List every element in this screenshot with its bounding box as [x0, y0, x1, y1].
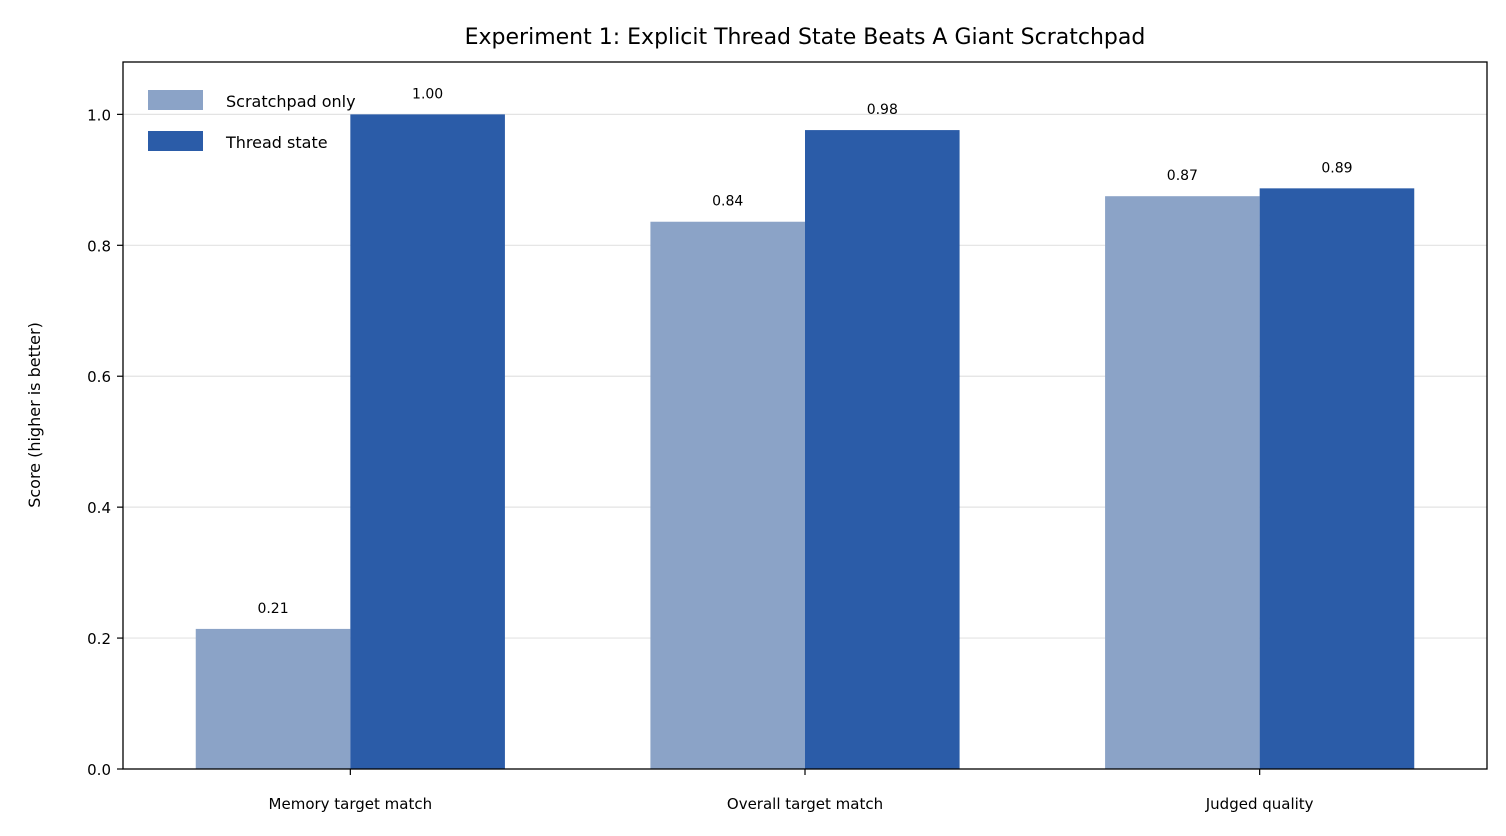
legend-swatch	[148, 131, 203, 151]
y-tick-label: 0.0	[87, 761, 111, 779]
y-tick-label: 1.0	[87, 106, 111, 124]
legend-swatch	[148, 90, 203, 110]
data-label: 0.89	[1321, 160, 1352, 176]
y-tick-label: 0.4	[87, 499, 111, 517]
bar-thread-state	[805, 130, 960, 769]
bar-thread-state	[350, 114, 505, 770]
x-tick-label: Memory target match	[269, 795, 433, 813]
chart-title: Experiment 1: Explicit Thread State Beat…	[465, 25, 1146, 50]
data-label: 1.00	[412, 86, 443, 102]
data-label: 0.87	[1167, 168, 1198, 184]
legend: Scratchpad only Thread state	[148, 90, 356, 152]
bar-scratchpad	[1105, 196, 1260, 769]
legend-label: Thread state	[225, 133, 328, 152]
y-axis-label: Score (higher is better)	[25, 322, 44, 508]
x-tick-label: Judged quality	[1205, 795, 1314, 813]
y-tick-label: 0.8	[87, 237, 111, 255]
bars	[195, 114, 1415, 770]
bar-scratchpad	[650, 221, 805, 770]
x-axis: Memory target match Overall target match J…	[269, 769, 1314, 813]
bar-thread-state	[1259, 188, 1415, 770]
y-axis: 0.0 0.2 0.4 0.6 0.8 1.0	[87, 106, 123, 779]
bar-scratchpad	[195, 628, 351, 769]
data-labels: 0.21 1.00 0.84 0.98 0.87 0.89	[257, 86, 1352, 617]
y-tick-label: 0.6	[87, 368, 111, 386]
data-label: 0.98	[867, 102, 898, 118]
data-label: 0.84	[712, 194, 743, 210]
y-tick-label: 0.2	[87, 630, 111, 648]
data-label: 0.21	[257, 601, 288, 617]
legend-label: Scratchpad only	[226, 92, 356, 111]
x-tick-label: Overall target match	[727, 795, 883, 813]
